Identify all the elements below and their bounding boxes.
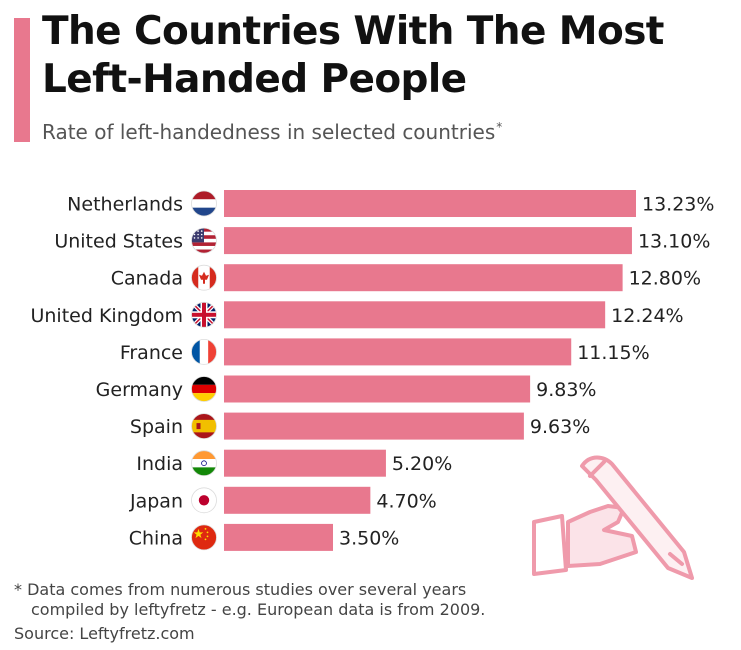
value-label-united-states: 13.10% [638, 231, 710, 253]
country-label-united-states: United States [54, 231, 183, 253]
value-label-japan: 4.70% [376, 490, 436, 512]
value-label-spain: 9.63% [530, 416, 590, 438]
bar-india [224, 449, 386, 477]
bar-canada [224, 264, 623, 292]
subtitle-text: Rate of left-handedness in selected coun… [42, 120, 496, 144]
country-label-spain: Spain [130, 416, 183, 438]
value-label-china: 3.50% [339, 527, 399, 549]
value-label-united-kingdom: 12.24% [611, 305, 683, 327]
footnote-line-2: compiled by leftyfretz - e.g. European d… [31, 600, 486, 619]
value-label-germany: 9.83% [536, 379, 596, 401]
country-label-united-kingdom: United Kingdom [30, 305, 183, 327]
japan-flag [191, 487, 217, 514]
france-flag [191, 338, 217, 365]
writing-hand-icon [532, 455, 694, 580]
bar-united-kingdom [224, 301, 606, 329]
country-label-netherlands: Netherlands [67, 194, 183, 216]
bar-china [224, 523, 333, 551]
bar-germany [224, 375, 531, 403]
accent-bar [14, 18, 30, 142]
bar-united-states [224, 227, 632, 255]
footnote: * Data comes from numerous studies over … [14, 580, 485, 620]
india-flag [191, 450, 217, 477]
bar-chart: Netherlands 13.23% United States 13.10% Cana… [30, 190, 714, 551]
bar-france [224, 338, 572, 366]
bar-spain [224, 412, 524, 440]
chart-subtitle: Rate of left-handedness in selected coun… [42, 120, 502, 144]
germany-flag [191, 376, 217, 402]
spain-flag [191, 413, 217, 440]
country-label-germany: Germany [96, 379, 183, 401]
country-label-japan: Japan [129, 490, 183, 512]
bar-netherlands [224, 190, 636, 217]
subtitle-footnote-marker: * [496, 120, 503, 134]
value-label-india: 5.20% [392, 453, 452, 475]
united-states-flag [191, 227, 217, 254]
footnote-line-1: * Data comes from numerous studies over … [14, 580, 467, 599]
bar-japan [224, 486, 371, 514]
value-label-canada: 12.80% [629, 268, 701, 290]
source-note: Source: Leftyfretz.com [14, 624, 195, 643]
value-label-netherlands: 13.23% [642, 194, 714, 216]
china-flag [191, 524, 217, 551]
country-label-france: France [120, 342, 183, 364]
united-kingdom-flag [191, 301, 217, 328]
country-label-canada: Canada [111, 268, 183, 290]
chart-title: The Countries With The Most Left-Handed … [42, 9, 664, 102]
country-label-india: India [136, 453, 183, 475]
country-label-china: China [129, 527, 183, 549]
canada-flag [191, 264, 217, 291]
value-label-france: 11.15% [577, 342, 649, 364]
netherlands-flag [191, 190, 217, 217]
